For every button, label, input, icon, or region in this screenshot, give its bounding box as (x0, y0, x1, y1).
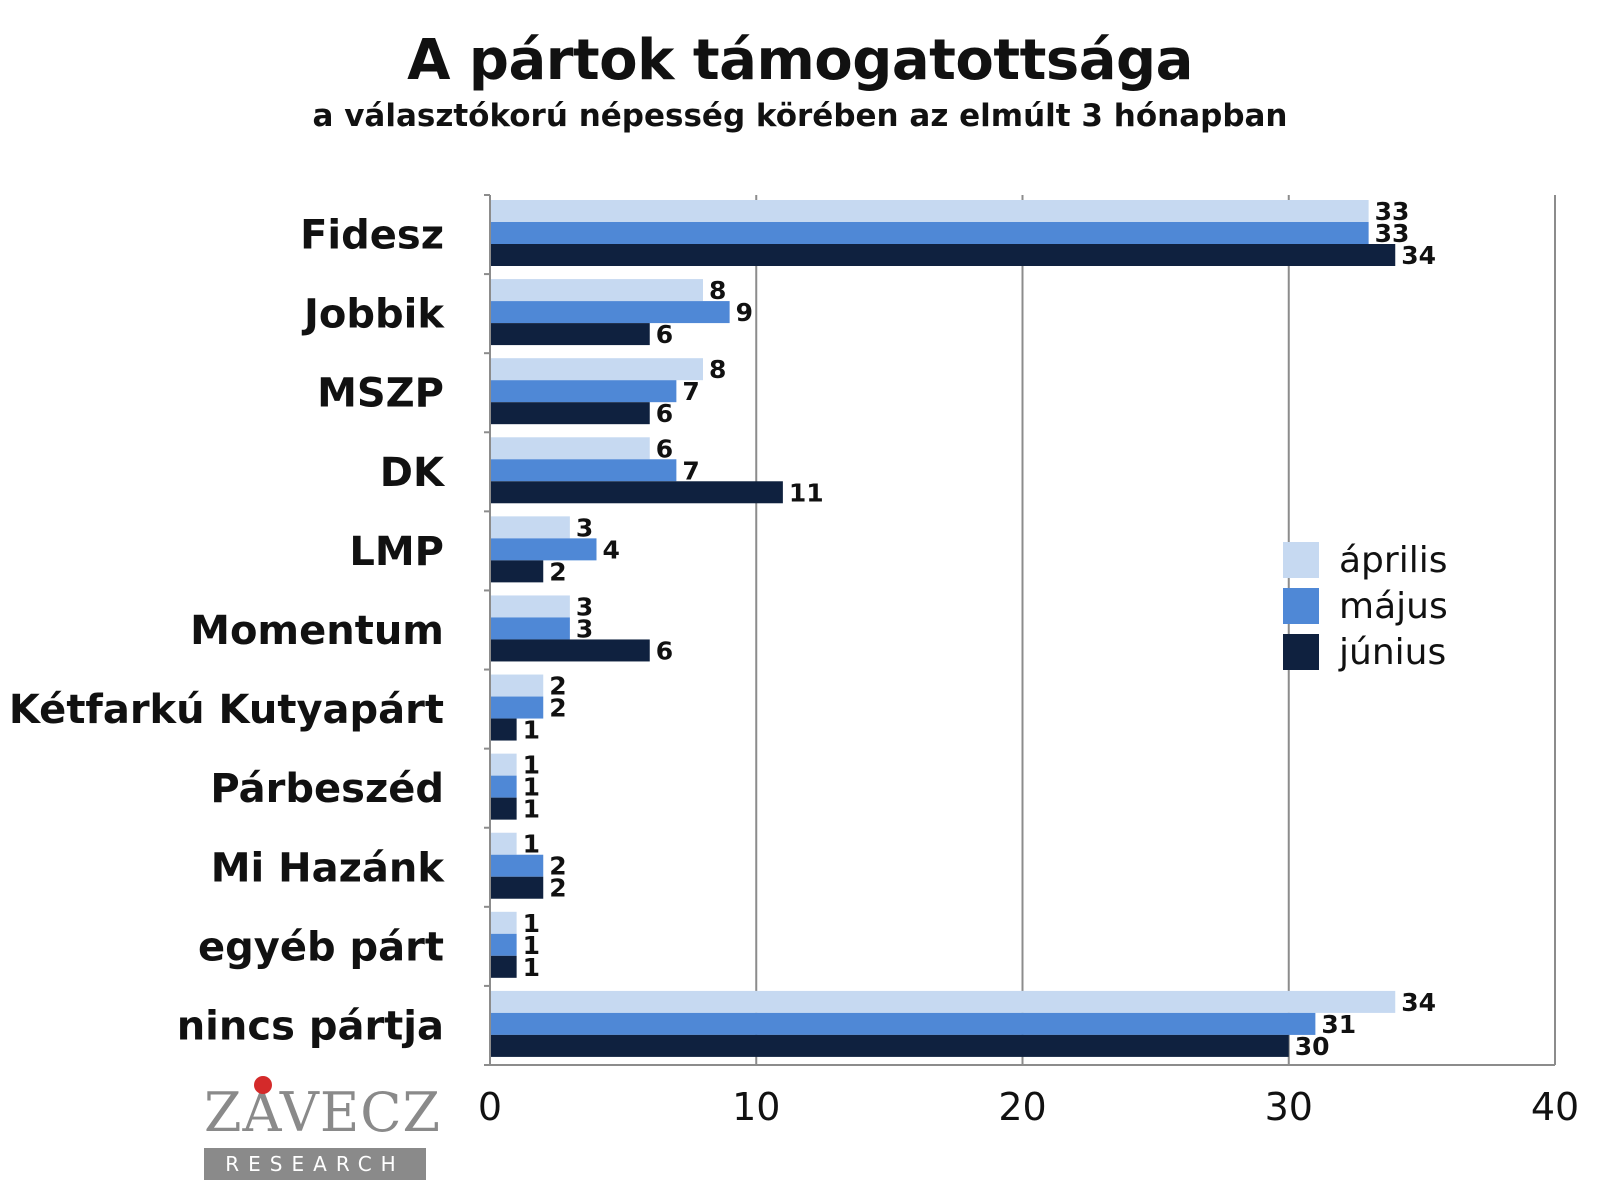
data-label: 6 (656, 320, 673, 349)
data-label: 1 (523, 909, 540, 938)
bar (491, 301, 730, 324)
category-label: Kétfarkú Kutyapárt (9, 687, 444, 733)
bar (491, 516, 570, 539)
category-label: Momentum (190, 608, 444, 654)
category-label: LMP (349, 529, 444, 575)
data-label: 31 (1321, 1010, 1356, 1039)
bar (491, 560, 544, 583)
data-label: 2 (549, 672, 566, 701)
data-label: 3 (576, 614, 593, 643)
bar (491, 222, 1369, 244)
data-label: 6 (656, 399, 673, 428)
bar (491, 876, 544, 899)
logo-name: ZÁVECZ (204, 1081, 442, 1144)
data-label: 9 (736, 298, 753, 327)
bar (491, 639, 650, 662)
data-label: 8 (709, 355, 726, 384)
category-label: DK (380, 450, 446, 496)
bar (491, 481, 783, 504)
data-label: 2 (549, 874, 566, 903)
legend-label: május (1339, 586, 1448, 627)
legend-swatch (1283, 634, 1319, 670)
bar (491, 323, 650, 346)
data-label: 3 (576, 592, 593, 621)
bar (491, 911, 517, 934)
data-label: 7 (682, 377, 699, 406)
bar (491, 832, 517, 855)
bar (491, 200, 1369, 222)
bar (491, 1012, 1316, 1035)
x-tick-label: 10 (732, 1085, 780, 1129)
bar (491, 595, 570, 618)
bar (491, 538, 597, 561)
data-label: 2 (549, 852, 566, 881)
category-label: egyéb párt (198, 924, 444, 970)
data-label: 1 (523, 931, 540, 960)
bar (491, 279, 703, 302)
data-label: 1 (523, 751, 540, 780)
category-label: Párbeszéd (210, 766, 444, 812)
bar (491, 696, 544, 719)
bar (491, 437, 650, 460)
bar (491, 797, 517, 820)
legend-label: április (1339, 540, 1447, 581)
data-label: 1 (523, 830, 540, 859)
category-label: Mi Hazánk (211, 845, 446, 891)
bar (491, 617, 570, 640)
data-label: 33 (1375, 197, 1410, 226)
data-label: 6 (656, 636, 673, 665)
category-label: nincs pártja (177, 1003, 444, 1049)
category-label: Jobbik (301, 292, 445, 338)
data-label: 7 (682, 456, 699, 485)
zavecz-logo: ZÁVECZ RESEARCH (204, 1076, 442, 1182)
bar (491, 718, 517, 741)
bar (491, 955, 517, 978)
bar (491, 358, 703, 381)
category-label: MSZP (317, 371, 444, 417)
data-label: 11 (789, 478, 824, 507)
chart-title: A pártok támogatottsága (407, 28, 1193, 93)
x-tick-label: 30 (1265, 1085, 1313, 1129)
data-label: 34 (1401, 241, 1436, 270)
chart-subtitle: a választókorú népesség körében az elmúl… (312, 98, 1288, 134)
bar (491, 990, 1396, 1013)
bar (491, 459, 677, 482)
bar (491, 674, 544, 697)
data-label: 1 (523, 773, 540, 802)
bar (491, 1034, 1289, 1057)
bar (491, 244, 1396, 266)
bar (491, 854, 544, 877)
data-label: 4 (603, 535, 620, 564)
logo-dot-icon (254, 1076, 272, 1094)
x-tick-label: 0 (478, 1085, 502, 1129)
legend-label: június (1338, 632, 1446, 673)
data-label: 1 (523, 795, 540, 824)
data-label: 1 (523, 716, 540, 745)
data-label: 6 (656, 434, 673, 463)
x-tick-label: 40 (1531, 1085, 1579, 1129)
data-label: 1 (523, 953, 540, 982)
data-label: 2 (549, 694, 566, 723)
data-label: 8 (709, 276, 726, 305)
bar (491, 933, 517, 956)
bar (491, 402, 650, 425)
data-label: 30 (1295, 1032, 1330, 1061)
bar (491, 753, 517, 776)
data-label: 33 (1375, 219, 1410, 248)
legend-swatch (1283, 542, 1319, 578)
legend-swatch (1283, 588, 1319, 624)
logo-sub: RESEARCH (204, 1148, 426, 1180)
bar (491, 380, 677, 403)
bar (491, 775, 517, 798)
x-tick-label: 20 (998, 1085, 1046, 1129)
data-label: 2 (549, 557, 566, 586)
data-label: 34 (1401, 988, 1436, 1017)
data-label: 3 (576, 513, 593, 542)
category-label: Fidesz (300, 213, 444, 259)
